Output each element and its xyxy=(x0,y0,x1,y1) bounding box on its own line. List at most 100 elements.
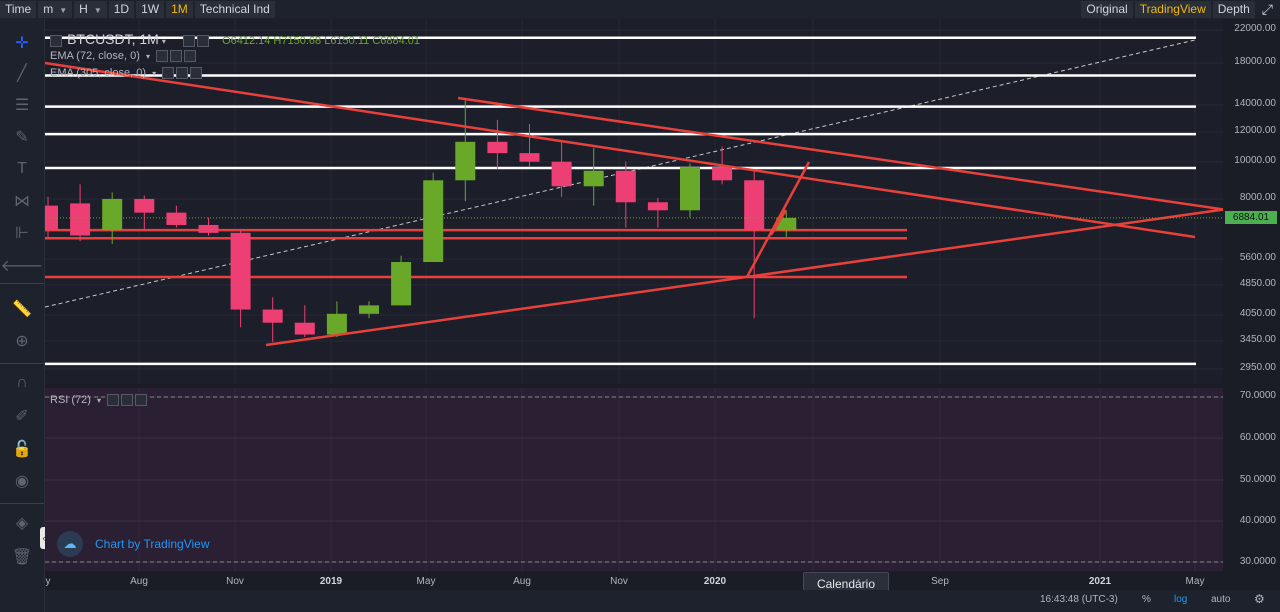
candle-body xyxy=(712,167,733,181)
ema2-legend: EMA (305, close, 0) ▾ xyxy=(50,67,204,80)
lock-drawing-icon[interactable]: ✐ xyxy=(15,408,29,425)
cloud-logo-icon: ☁ xyxy=(57,531,83,557)
horizontal-lines-icon[interactable]: ☰ xyxy=(14,97,30,114)
trend-line xyxy=(457,96,1223,211)
collapse-toolbar-button[interactable]: ‹ xyxy=(40,527,48,549)
toolbar-divider xyxy=(0,363,44,364)
rsi-pane-svg xyxy=(45,388,1223,571)
lock-icon[interactable]: 🔓 xyxy=(12,441,32,458)
price-chart[interactable] xyxy=(45,19,1223,384)
ema1-settings-icon[interactable] xyxy=(156,50,169,63)
view-mode-tab-1[interactable]: TradingView xyxy=(1134,1,1211,18)
back-arrow-icon[interactable]: 🡐 xyxy=(0,257,44,275)
candle-body xyxy=(615,170,636,203)
ema1-remove-icon[interactable] xyxy=(184,50,197,63)
measure-icon[interactable]: ⊩ xyxy=(15,225,29,242)
interval-button-3[interactable]: 1D xyxy=(108,1,135,18)
view-mode-group: Original TradingView Depth ⤢ xyxy=(1081,0,1280,19)
fullscreen-icon[interactable]: ⤢ xyxy=(1256,1,1278,18)
ema2-remove-icon[interactable] xyxy=(190,67,203,80)
time-tick-label: May xyxy=(1185,576,1205,587)
auto-toggle[interactable]: auto xyxy=(1211,594,1231,605)
rsi-tick-label: 30.0000 xyxy=(1239,556,1276,567)
brush-icon[interactable]: ✎ xyxy=(15,129,29,146)
view-mode-tab-2[interactable]: Depth xyxy=(1212,1,1255,18)
trendline-icon[interactable]: ╱ xyxy=(17,65,27,82)
eye-icon[interactable]: ◉ xyxy=(15,473,29,490)
interval-button-label: 1D xyxy=(113,2,130,16)
layers-icon[interactable]: ◈ xyxy=(15,515,29,532)
text-icon[interactable]: T xyxy=(17,160,27,177)
candle-body xyxy=(262,309,283,323)
clock-time: 16:43:48 (UTC-3) xyxy=(1040,594,1118,605)
rsi-settings-icon[interactable] xyxy=(107,394,120,407)
rsi-hide-icon[interactable] xyxy=(121,394,134,407)
price-tick-label: 8000.00 xyxy=(1239,192,1276,203)
time-tick-label: y xyxy=(45,576,51,587)
interval-button-5[interactable]: 1M xyxy=(166,1,193,18)
tradingview-watermark[interactable]: ☁ Chart by TradingView xyxy=(57,531,210,557)
bottom-status-bar: 16:43:48 (UTC-3) % log auto ⚙ xyxy=(45,590,1280,612)
ema2-hide-icon[interactable] xyxy=(176,67,189,80)
interval-button-2[interactable]: H ▼ xyxy=(74,1,107,18)
price-tick-label: 22000.00 xyxy=(1234,23,1276,34)
price-tick-label: 10000.00 xyxy=(1234,155,1276,166)
magnet-icon[interactable]: ∩ xyxy=(16,374,28,391)
interval-button-4[interactable]: 1W xyxy=(136,1,165,18)
ohlc-values: O6412.14 H7150.68 L6150.11 C6884.01 xyxy=(222,35,421,47)
log-toggle[interactable]: log xyxy=(1174,594,1188,605)
price-tick-label: 4850.00 xyxy=(1239,278,1276,289)
top-toolbar: Time m ▼ H ▼ 1D 1W 1M Technical Ind Original Tradi… xyxy=(0,0,1280,19)
trash-icon[interactable]: 🗑 xyxy=(11,549,33,566)
price-tick-label: 14000.00 xyxy=(1234,98,1276,109)
rsi-tick-label: 70.0000 xyxy=(1239,390,1276,401)
time-tick-label: Aug xyxy=(513,576,531,587)
legend-hide-icon[interactable] xyxy=(197,35,209,48)
interval-button-label: Time xyxy=(5,2,32,16)
interval-button-1[interactable]: m ▼ xyxy=(38,1,73,18)
price-tick-label: 2950.00 xyxy=(1239,362,1276,373)
time-axis[interactable]: y Aug Nov 2019 May Aug Nov 2020 Sep 2021 May xyxy=(45,574,1223,590)
symbol-settings-icon[interactable] xyxy=(50,35,62,48)
legend-settings-icon[interactable] xyxy=(183,35,195,48)
trend-line xyxy=(45,61,1196,239)
caret-down-icon: ▼ xyxy=(93,6,102,15)
price-tick-label: 18000.00 xyxy=(1234,56,1276,67)
interval-button-6[interactable]: Technical Ind xyxy=(194,1,275,18)
interval-button-label: Technical Ind xyxy=(199,2,270,16)
toolbar-divider xyxy=(0,283,44,284)
pattern-icon[interactable]: ⋈ xyxy=(14,193,30,210)
crosshair-icon[interactable]: ✛ xyxy=(15,35,29,52)
candle-body xyxy=(487,141,508,154)
rsi-label: RSI (72) xyxy=(50,394,91,406)
time-tick-label: Sep xyxy=(931,576,949,587)
view-mode-tab-0[interactable]: Original xyxy=(1081,1,1133,18)
percent-toggle[interactable]: % xyxy=(1142,594,1151,605)
candle-body xyxy=(294,322,315,335)
candle-body xyxy=(102,198,123,231)
rsi-remove-icon[interactable] xyxy=(135,394,148,407)
rsi-tick-label: 50.0000 xyxy=(1239,474,1276,485)
watermark-text: Chart by TradingView xyxy=(95,537,210,551)
price-axis[interactable]: 22000.00 18000.00 14000.00 12000.00 10000.00… xyxy=(1223,19,1280,574)
price-tick-label: 5600.00 xyxy=(1239,252,1276,263)
candle-body xyxy=(455,141,476,181)
trend-line xyxy=(745,161,811,278)
ema1-hide-icon[interactable] xyxy=(170,50,183,63)
zoom-icon[interactable]: ⊕ xyxy=(15,333,29,350)
time-tick-label: Nov xyxy=(226,576,244,587)
ruler-icon[interactable]: 📏 xyxy=(12,301,32,318)
time-tick-label: May xyxy=(416,576,436,587)
interval-button-0[interactable]: Time xyxy=(0,1,37,18)
rsi-tick-label: 40.0000 xyxy=(1239,515,1276,526)
candle-body xyxy=(519,153,540,162)
interval-button-label: 1M xyxy=(171,2,188,16)
rsi-pane[interactable] xyxy=(45,388,1223,571)
candle-body xyxy=(230,232,251,310)
interval-button-label: H xyxy=(79,2,88,16)
ema2-settings-icon[interactable] xyxy=(162,67,175,80)
candle-body xyxy=(744,180,765,231)
settings-gear-icon[interactable]: ⚙ xyxy=(1254,592,1265,606)
pane-separator[interactable] xyxy=(45,384,1223,388)
time-tick-label: 2021 xyxy=(1088,576,1112,587)
